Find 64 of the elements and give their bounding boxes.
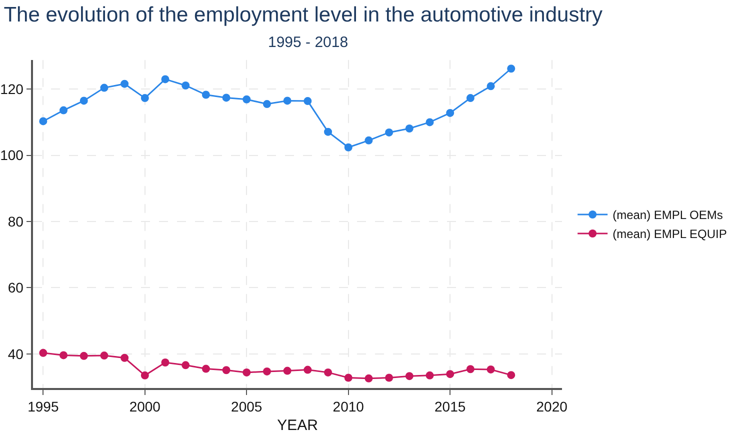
point bbox=[304, 366, 312, 374]
y-tick-label: 40 bbox=[8, 346, 24, 362]
x-tick-label: 2020 bbox=[536, 398, 568, 415]
point bbox=[242, 368, 251, 376]
point bbox=[426, 118, 434, 126]
point bbox=[324, 128, 332, 136]
point bbox=[60, 351, 68, 360]
point bbox=[262, 100, 271, 108]
point bbox=[39, 348, 48, 357]
point bbox=[140, 94, 149, 102]
x-tick-label: 2015 bbox=[434, 398, 466, 415]
point bbox=[364, 136, 373, 144]
point bbox=[385, 374, 394, 382]
point bbox=[405, 124, 414, 133]
point bbox=[161, 75, 170, 84]
y-tick-label: 120 bbox=[0, 81, 24, 98]
point bbox=[222, 366, 230, 374]
legend-label: (mean) EMPL EQUIP bbox=[612, 227, 727, 242]
point bbox=[283, 366, 292, 375]
point bbox=[324, 368, 332, 376]
legend-label: (mean) EMPL OEMs bbox=[612, 208, 723, 222]
point bbox=[182, 81, 190, 90]
point bbox=[262, 367, 271, 376]
point bbox=[466, 94, 474, 102]
point bbox=[405, 372, 414, 380]
point bbox=[140, 371, 149, 380]
point bbox=[304, 97, 312, 106]
point bbox=[60, 106, 68, 114]
point bbox=[161, 358, 170, 367]
point bbox=[202, 90, 210, 99]
point bbox=[466, 365, 474, 374]
point bbox=[507, 64, 516, 73]
x-tick-label: 2005 bbox=[231, 398, 262, 415]
x-tick-label: 1995 bbox=[28, 398, 59, 415]
y-tick-label: 60 bbox=[8, 280, 24, 296]
point bbox=[242, 95, 251, 104]
point bbox=[446, 370, 454, 378]
chart-subtitle: 1995 - 2018 bbox=[268, 34, 348, 51]
chart-title: The evolution of the employment level in the automotive industry bbox=[4, 3, 604, 26]
x-tick-label: 2000 bbox=[129, 398, 161, 415]
point bbox=[100, 352, 108, 360]
point bbox=[486, 365, 495, 374]
point bbox=[80, 352, 88, 360]
point bbox=[344, 374, 352, 382]
point bbox=[80, 96, 88, 105]
point bbox=[486, 82, 495, 90]
point bbox=[120, 354, 129, 362]
point bbox=[182, 361, 190, 370]
x-tick-label: 2010 bbox=[332, 398, 364, 415]
point bbox=[100, 84, 108, 92]
point bbox=[344, 143, 352, 152]
point bbox=[364, 374, 373, 382]
point bbox=[283, 96, 292, 105]
point bbox=[507, 371, 516, 380]
y-tick-label: 100 bbox=[0, 147, 24, 164]
point bbox=[202, 364, 210, 373]
y-tick-label: 80 bbox=[8, 213, 24, 230]
point bbox=[120, 80, 129, 88]
point bbox=[222, 94, 230, 102]
point bbox=[426, 371, 434, 380]
point bbox=[385, 128, 394, 136]
point bbox=[39, 117, 48, 126]
point bbox=[446, 108, 454, 117]
x-axis-title: YEAR bbox=[277, 417, 318, 434]
